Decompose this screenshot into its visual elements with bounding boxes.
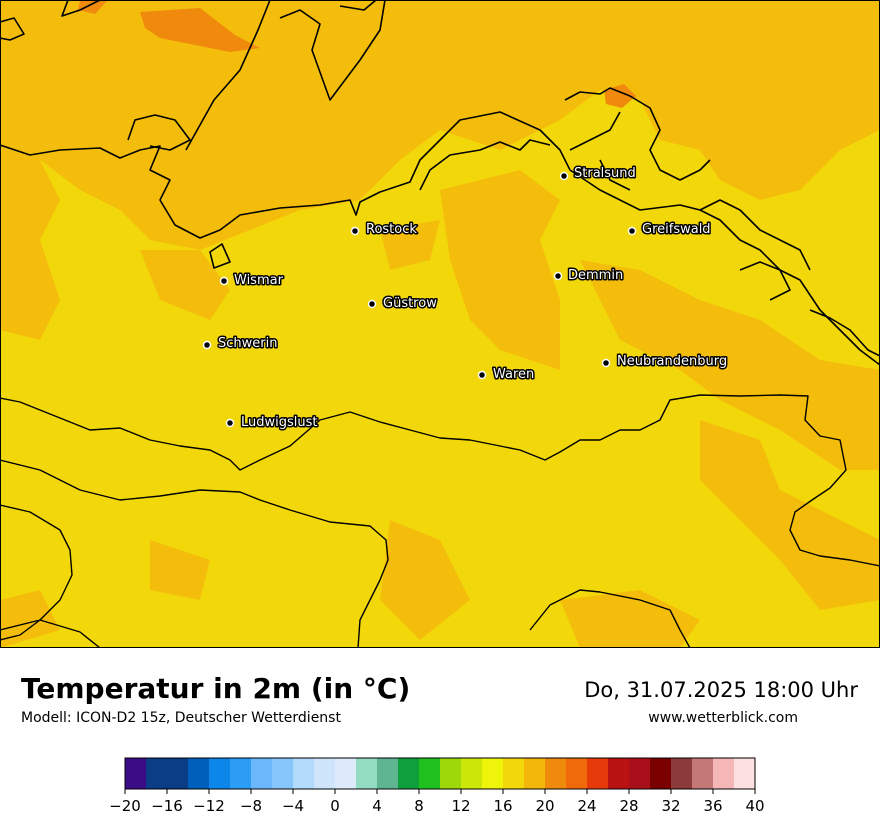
colorbar-swatch xyxy=(440,758,462,789)
city-label-demmin: Demmin xyxy=(568,268,623,283)
colorbar-tick-label: 12 xyxy=(451,797,470,815)
colorbar-swatch xyxy=(251,758,273,789)
colorbar-swatch xyxy=(482,758,504,789)
colorbar-swatch xyxy=(629,758,651,789)
colorbar-swatch xyxy=(503,758,525,789)
city-guestrow: Güstrow xyxy=(367,295,439,313)
city-schwerin: Schwerin xyxy=(202,335,279,353)
colorbar-swatch xyxy=(209,758,231,789)
colorbar-tick-label: −20 xyxy=(109,797,141,815)
colorbar-swatch xyxy=(293,758,315,789)
colorbar-tick-label: 24 xyxy=(577,797,596,815)
city-label-guestrow: Güstrow xyxy=(383,296,437,311)
colorbar: −20 −16 −12 −8 −4 0 4 8 12 16 20 24 28 32 36 40 xyxy=(109,757,765,815)
city-greifswald: Greifswald xyxy=(627,221,712,239)
cities: Stralsund Rostock Greifswald Wismar Demm… xyxy=(202,165,729,432)
forecast-datetime: Do, 31.07.2025 18:00 Uhr xyxy=(584,678,858,702)
city-waren: Waren xyxy=(477,366,536,384)
colorbar-tick-label: −8 xyxy=(240,797,262,815)
colorbar-swatch xyxy=(335,758,357,789)
city-label-wismar: Wismar xyxy=(234,273,284,288)
colorbar-swatch xyxy=(167,758,189,789)
colorbar-swatch xyxy=(314,758,336,789)
colorbar-frame xyxy=(124,757,756,790)
colorbar-swatch xyxy=(398,758,420,789)
city-ludwigslust: Ludwigslust xyxy=(225,414,319,432)
colorbar-tick-label: 8 xyxy=(414,797,424,815)
colorbar-tick-label: 32 xyxy=(661,797,680,815)
city-label-rostock: Rostock xyxy=(366,222,417,237)
colorbar-tick-label: 0 xyxy=(330,797,340,815)
footer: Temperatur in 2m (in °C) Modell: ICON-D2… xyxy=(0,648,880,830)
colorbar-swatch xyxy=(566,758,588,789)
colorbar-swatch xyxy=(587,758,609,789)
colorbar-tick-label: 40 xyxy=(745,797,764,815)
colorbar-swatch xyxy=(524,758,546,789)
website-link[interactable]: www.wetterblick.com xyxy=(648,710,798,726)
city-label-ludwigslust: Ludwigslust xyxy=(241,415,318,430)
colorbar-tick-label: −4 xyxy=(282,797,304,815)
city-stralsund: Stralsund xyxy=(559,165,637,183)
colorbar-swatch xyxy=(461,758,483,789)
colorbar-swatch xyxy=(713,758,735,789)
city-label-waren: Waren xyxy=(493,367,534,382)
city-label-stralsund: Stralsund xyxy=(574,166,636,181)
map-title: Temperatur in 2m (in °C) xyxy=(21,672,411,705)
hot-regions xyxy=(78,0,636,108)
colorbar-tick-label: −12 xyxy=(193,797,225,815)
colorbar-swatch xyxy=(125,758,147,789)
model-info: Modell: ICON-D2 15z, Deutscher Wetterdie… xyxy=(21,710,341,726)
colorbar-swatch xyxy=(671,758,693,789)
colorbar-swatch xyxy=(377,758,399,789)
colorbar-swatch xyxy=(146,758,168,789)
city-label-neubrandenburg: Neubrandenburg xyxy=(617,354,727,369)
borders xyxy=(0,394,880,648)
colorbar-swatch xyxy=(356,758,378,789)
colorbar-swatch xyxy=(692,758,714,789)
colorbar-tick-label: 20 xyxy=(535,797,554,815)
city-wismar: Wismar xyxy=(219,272,285,290)
colorbar-swatch xyxy=(272,758,294,789)
coastlines xyxy=(0,0,880,366)
colorbar-ticks: −20 −16 −12 −8 −4 0 4 8 12 16 20 24 28 32 36 40 xyxy=(109,789,765,815)
colorbar-tick-label: 16 xyxy=(493,797,512,815)
colorbar-swatch xyxy=(545,758,567,789)
city-neubrandenburg: Neubrandenburg xyxy=(601,353,729,371)
temperature-map: Stralsund Rostock Greifswald Wismar Demm… xyxy=(0,0,880,648)
colorbar-swatch xyxy=(188,758,210,789)
colorbar-tick-label: 28 xyxy=(619,797,638,815)
city-demmin: Demmin xyxy=(553,267,625,285)
colorbar-tick-label: 36 xyxy=(703,797,722,815)
colorbar-swatch xyxy=(419,758,441,789)
colorbar-tick-label: −16 xyxy=(151,797,183,815)
colorbar-swatch xyxy=(650,758,672,789)
colorbar-swatch xyxy=(230,758,252,789)
city-label-greifswald: Greifswald xyxy=(642,222,711,237)
colorbar-swatch xyxy=(608,758,630,789)
city-label-schwerin: Schwerin xyxy=(218,336,277,351)
city-rostock: Rostock xyxy=(350,221,419,239)
colorbar-swatches xyxy=(124,757,756,790)
colorbar-swatch xyxy=(734,758,756,789)
colorbar-tick-label: 4 xyxy=(372,797,382,815)
